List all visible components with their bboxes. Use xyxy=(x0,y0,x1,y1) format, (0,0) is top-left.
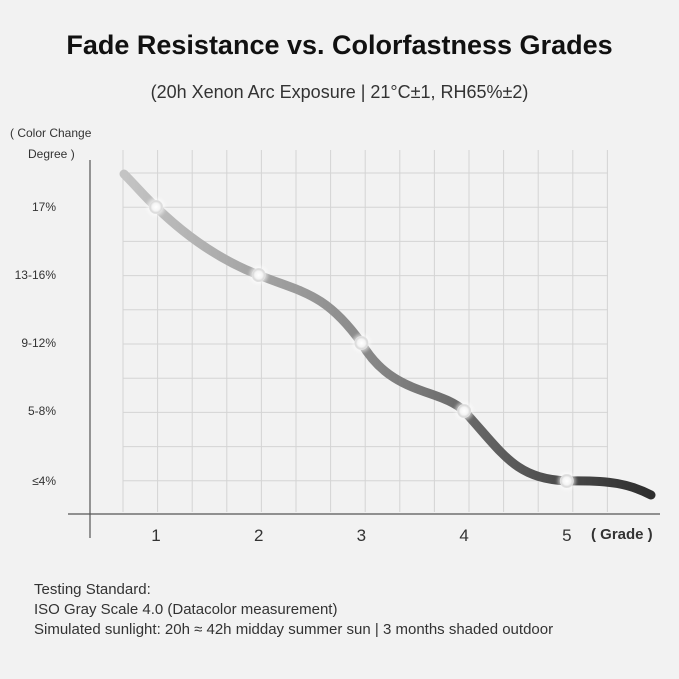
x-tick-label: 1 xyxy=(151,526,160,545)
data-point xyxy=(457,404,472,418)
chart-title: Fade Resistance vs. Colorfastness Grades xyxy=(66,30,613,60)
y-tick-label: 13-16% xyxy=(15,268,57,282)
x-tick-label: 3 xyxy=(357,526,366,545)
chart-subtitle: (20h Xenon Arc Exposure | 21°C±1, RH65%±… xyxy=(150,82,529,102)
footer-notes: Testing Standard: ISO Gray Scale 4.0 (Da… xyxy=(34,580,674,640)
y-axis-label: Degree ) xyxy=(28,147,75,161)
axes xyxy=(68,160,660,538)
y-tick-label: 17% xyxy=(32,200,56,214)
data-point xyxy=(149,200,163,214)
y-tick-label: 9-12% xyxy=(21,336,56,350)
data-points xyxy=(147,198,576,490)
x-tick-label: 4 xyxy=(459,526,468,545)
y-tick-label: 5-8% xyxy=(28,404,56,418)
footer-line-3: Simulated sunlight: 20h ≈ 42h midday sum… xyxy=(34,621,554,638)
x-tick-label: 5 xyxy=(562,526,571,545)
data-point xyxy=(559,474,574,488)
grid xyxy=(122,150,608,512)
x-tick-label: 2 xyxy=(254,526,263,545)
y-tick-label: ≤4% xyxy=(32,474,56,488)
y-axis-label: ( Color Change xyxy=(10,126,92,140)
footer-line-2: ISO Gray Scale 4.0 (Datacolor measuremen… xyxy=(34,601,338,618)
data-point xyxy=(251,268,266,282)
footer-line-1: Testing Standard: xyxy=(34,581,151,598)
x-axis-label: ( Grade ) xyxy=(591,526,653,543)
data-point xyxy=(354,336,369,350)
tick-labels: ( Color Change Degree ) 17% 13-16% 9-12% 5-8%… xyxy=(10,126,653,545)
